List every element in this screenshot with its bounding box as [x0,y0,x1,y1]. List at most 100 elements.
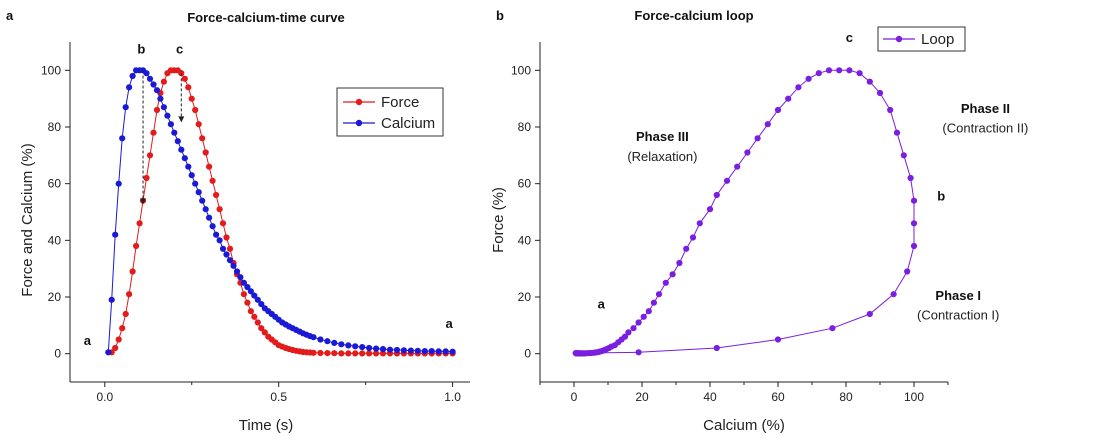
series-calcium-point [428,348,435,355]
series-calcium-point [226,257,234,264]
series-force-point [254,319,261,326]
series-loop-point [689,234,697,241]
series-calcium-point [146,75,154,82]
series-loop-point [655,291,663,298]
series-calcium-point [244,284,251,291]
panel-b-y-axis-label: Force (%) [490,187,507,253]
series-calcium-point [258,301,265,308]
panel-b-annotation: Phase III [636,129,689,144]
legend-loop-label: Loop [921,31,954,48]
panel-b-y-tick-label: 20 [518,290,532,304]
series-calcium-point [209,223,216,230]
series-loop-point [744,149,751,156]
series-calcium-point [108,296,115,303]
series-calcium-point [414,347,421,354]
panel-a-y-tick-label: 0 [54,347,61,361]
series-loop-point [754,135,761,142]
series-force-point [258,325,265,332]
series-force-point [338,350,345,357]
series-loop-point [723,177,731,184]
panel-b-annotation: c [846,30,853,45]
series-force-point [202,149,209,156]
series-force-point [244,299,251,306]
series-loop-point [774,336,782,343]
series-calcium-point [206,214,213,221]
series-calcium-point [157,95,164,102]
series-calcium-point [171,129,178,136]
series-calcium-point [213,231,220,238]
panel-a-legend: Force Calcium [336,87,444,137]
series-calcium-point [216,237,223,244]
series-loop-point [846,67,853,74]
series-loop-line [575,69,915,354]
series-loop-point [635,319,642,326]
series-force-point [352,350,359,357]
panel-a-legend-box [336,87,444,137]
panel-a-x-tick-label: 0.0 [96,390,113,404]
series-calcium-point [373,345,380,352]
series-loop-point [907,174,914,182]
panel-b-y-tick-label: 40 [518,233,532,247]
series-calcium-point [188,172,195,179]
series-calcium-point [233,268,241,275]
series-calcium-point [195,189,202,196]
series-force-point [195,121,202,128]
panel-a-annotation: a [84,333,92,348]
panel-b-x-tick-label: 100 [904,390,924,404]
series-calcium-point [181,155,188,162]
series-force-point [359,350,366,357]
panel-a-x-axis-label: Time (s) [239,417,293,434]
series-force-point [324,350,331,357]
series-force-point [317,349,324,357]
series-force-point [209,177,216,184]
panel-b-x-tick-label: 20 [635,390,649,404]
panel-b-chart: b Force-calcium loop 0 20 40 60 80 100 0 20 40 60… [490,8,1028,434]
series-calcium-point [310,334,317,341]
panel-b-x-tick-label: 60 [771,390,785,404]
series-force-point [206,163,213,170]
series-force-point [199,135,206,142]
series-force-point [216,206,223,213]
series-loop-point [683,245,690,252]
series-calcium-point [178,146,185,153]
series-calcium-point [331,339,338,346]
series-calcium-point [400,347,407,354]
series-calcium-point [167,121,174,128]
series-force-point [146,152,154,159]
series-calcium-point [164,112,171,119]
series-calcium-point [386,346,394,353]
series-force-point [310,349,317,356]
series-force-point [133,242,140,250]
panel-a-letter: a [6,8,14,23]
series-calcium-point [219,245,227,252]
panel-a-guide-arrow [178,116,185,123]
series-calcium-point [393,346,401,354]
panel-a-annotations: a b c a [84,41,454,348]
series-calcium-point [185,163,192,170]
panel-b-axes: 0 20 40 60 80 100 0 20 40 60 80 100 [511,42,949,404]
series-force-point [185,84,192,91]
panel-a-y-tick-label: 80 [48,120,62,134]
series-calcium-point [129,72,136,80]
series-calcium-point [421,348,428,355]
series-calcium-point [338,341,345,348]
series-force-point [247,308,254,315]
series-loop-point [910,197,918,204]
series-force-point [373,350,380,357]
series-force-point [219,220,227,227]
series-force-point [181,75,188,82]
series-force-point [223,234,230,241]
series-loop-point [650,299,658,306]
series-calcium-point [119,135,126,142]
panel-a-series [105,67,456,357]
series-force-point [126,291,133,298]
series-calcium-point [202,206,209,213]
panel-b-x-tick-label: 0 [571,390,578,404]
legend-loop-marker [895,35,903,43]
panel-a-y-axis-label: Force and Calcium (%) [19,143,36,296]
series-calcium-point [122,104,129,111]
series-loop-point [713,344,720,352]
panel-a-axes: 0.0 0.5 1.0 0 20 40 60 80 100 [41,42,470,404]
series-calcium-point [112,231,119,238]
series-loop-point [734,163,741,170]
